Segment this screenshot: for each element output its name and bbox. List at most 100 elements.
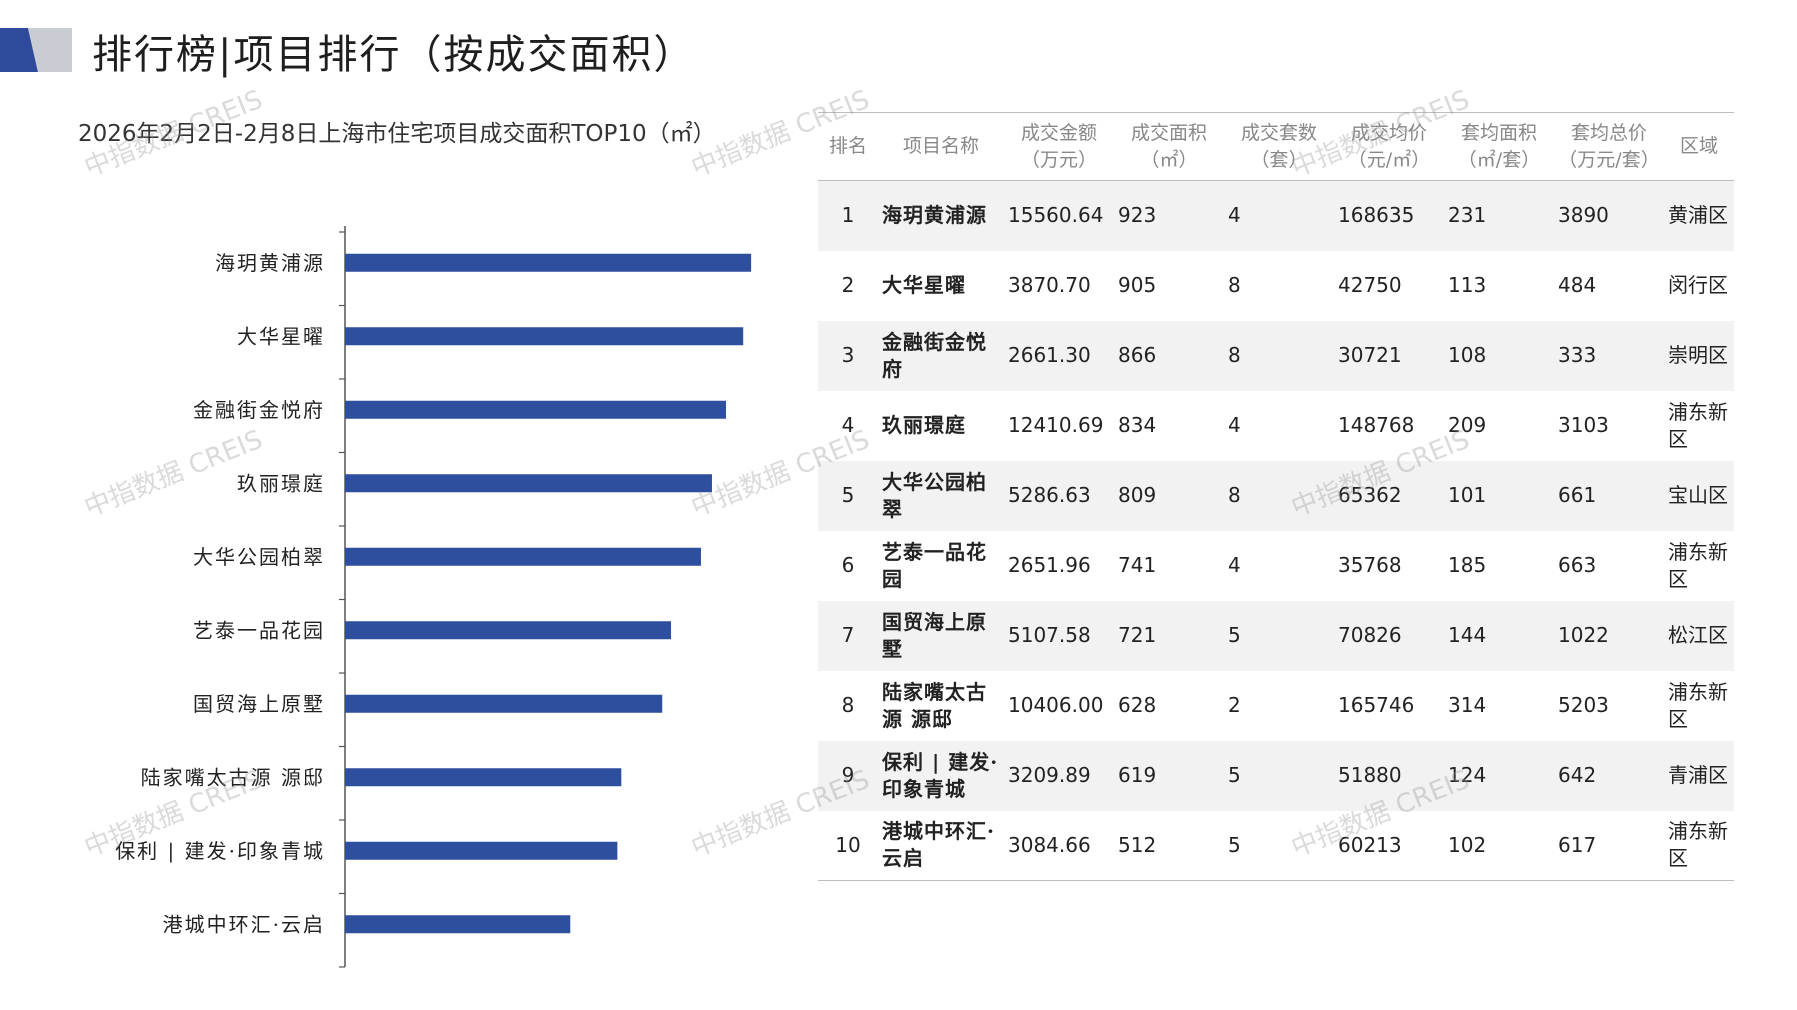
table-cell: 3103: [1558, 413, 1609, 437]
page-title: 排行榜|项目排行（按成交面积）: [92, 32, 696, 78]
table-cell: 866: [1118, 343, 1157, 367]
table-header-cell: 套均总价 （万元/套）: [1554, 112, 1664, 181]
category-label-6: 艺泰一品花园: [193, 618, 325, 642]
table-cell: 国贸海上原墅: [882, 609, 987, 661]
table-cell: 12410.69: [1008, 413, 1104, 437]
table-cell: 35768: [1338, 553, 1402, 577]
table-cell: 905: [1118, 273, 1157, 297]
table-cell: 124: [1448, 763, 1487, 787]
table-row: 4 玖丽璟庭 12410.69 834 4 148768 209 3103 浦东新区: [818, 391, 1734, 461]
table-cell: 大华公园柏翠: [882, 469, 987, 521]
table-row: 2 大华星曜 3870.70 905 8 42750 113 484 闵行区: [818, 251, 1734, 321]
table-cell: 黄浦区: [1668, 203, 1728, 228]
table-cell: 51880: [1338, 763, 1402, 787]
table-header-text: 套均面积: [1460, 121, 1537, 144]
table-header-cell: 套均面积 （㎡/套）: [1444, 112, 1554, 181]
table-cell: 60213: [1334, 810, 1444, 881]
bar-5: [345, 547, 701, 566]
table-cell: 浦东新区: [1664, 810, 1734, 881]
table-cell: 玖丽璟庭: [882, 413, 966, 437]
table-cell: 113: [1448, 273, 1487, 297]
table-cell: 4: [1228, 413, 1241, 437]
table-cell: 333: [1558, 343, 1597, 367]
table-header-text: 区域: [1679, 135, 1718, 157]
bar-9: [345, 841, 618, 860]
table-cell: 108: [1448, 343, 1487, 367]
category-label-9: 保利 | 建发·印象青城: [115, 839, 325, 864]
bar-1: [345, 253, 752, 272]
table-header-text: 排名: [828, 135, 867, 157]
table-cell: 8: [1228, 483, 1241, 507]
category-label-8: 陆家嘴太古源 源邸: [141, 765, 325, 789]
table-cell: 8: [1228, 273, 1241, 297]
table-cell: 144: [1448, 623, 1487, 647]
table-header-text: （套）: [1250, 148, 1308, 171]
table-cell: 642: [1558, 763, 1597, 787]
bar-4: [345, 474, 712, 493]
table-header-cell: 排名: [818, 112, 878, 181]
table-cell: 7: [841, 623, 855, 647]
table-cell: 崇明区: [1668, 343, 1728, 367]
table-cell: 628: [1118, 693, 1157, 717]
table-cell: 10: [818, 810, 878, 881]
table-cell: 5: [1228, 763, 1241, 787]
category-label-10: 港城中环汇·云启: [163, 912, 325, 936]
table-header-cell: 成交套数 （套）: [1224, 112, 1334, 181]
bar-10: [345, 915, 571, 934]
table-cell: 512: [1114, 810, 1224, 881]
table-cell: 8: [841, 693, 855, 717]
category-label-1: 海玥黄浦源: [215, 251, 325, 275]
table-cell: 5203: [1558, 693, 1609, 717]
table-cell: 艺泰一品花园: [882, 539, 987, 591]
category-label-5: 大华公园柏翠: [193, 545, 325, 569]
table-cell: 70826: [1338, 623, 1402, 647]
table-cell: 4: [1228, 553, 1241, 577]
table-cell: 209: [1448, 413, 1487, 437]
table-cell: 65362: [1338, 483, 1402, 507]
table-cell: 1: [841, 203, 855, 228]
table-cell: 4: [841, 413, 855, 437]
table-row: 7 国贸海上原墅 5107.58 721 5 70826 144 1022 松江区: [818, 600, 1734, 671]
table-cell: 浦东新区: [1668, 679, 1728, 731]
table-header-text: （㎡/套）: [1457, 148, 1541, 171]
table-cell: 松江区: [1668, 623, 1728, 647]
bar-7: [345, 694, 663, 713]
table-cell: 663: [1558, 553, 1597, 577]
table-cell: 保利 | 建发·印象青城: [882, 749, 999, 801]
table-header-text: （万元）: [1020, 148, 1097, 171]
logo-blue-shape: [0, 28, 38, 72]
table-row: 8 陆家嘴太古源 源邸 10406.00 628 2 165746 314 5203 浦东新区: [818, 671, 1734, 741]
table-cell: 5107.58: [1008, 623, 1091, 647]
category-label-2: 大华星曜: [237, 324, 325, 348]
table-cell: 42750: [1338, 273, 1402, 297]
table-header-text: （元/㎡）: [1347, 148, 1431, 171]
table-header-text: 项目名称: [902, 135, 979, 157]
table-cell: 9: [841, 763, 855, 787]
table-cell: 3084.66: [1004, 810, 1114, 881]
table-cell: 484: [1558, 273, 1597, 297]
category-label-4: 玖丽璟庭: [237, 471, 325, 495]
table-header-row: 排名 项目名称 成交金额 （万元） 成交面积 （㎡） 成交套数 （套） 成交均价 （元/㎡） 套均面…: [818, 112, 1734, 181]
table-header-text: 成交金额: [1020, 121, 1097, 144]
table-cell: 8: [1228, 343, 1241, 367]
table-cell: 6: [841, 553, 855, 577]
table-cell: 闵行区: [1668, 273, 1728, 297]
chart-title: 2026年2月2日-2月8日上海市住宅项目成交面积TOP10（㎡）: [78, 121, 716, 147]
table-cell: 浦东新区: [1668, 399, 1728, 451]
logo-grey-shape: [28, 28, 72, 72]
brand-logo-icon: [0, 28, 72, 72]
bar-8: [345, 768, 622, 787]
bar-2: [345, 327, 744, 346]
table-cell: 2: [841, 273, 855, 297]
table-cell: 30721: [1338, 343, 1402, 367]
bar-chart: 海玥黄浦源大华星曜金融街金悦府玖丽璟庭大华公园柏翠艺泰一品花园国贸海上原墅陆家嘴…: [115, 226, 752, 968]
table-cell: 青浦区: [1668, 763, 1728, 787]
table-cell: 大华星曜: [882, 273, 966, 297]
table-header-cell: 区域: [1664, 112, 1734, 181]
table-cell: 3: [841, 343, 855, 367]
table-header-text: 套均总价: [1570, 121, 1647, 144]
table-cell: 834: [1118, 413, 1157, 437]
table-row: 3 金融街金悦府 2661.30 866 8 30721 108 333 崇明区: [818, 320, 1734, 391]
table-cell: 102: [1444, 810, 1554, 881]
table-cell: 5: [841, 483, 855, 507]
